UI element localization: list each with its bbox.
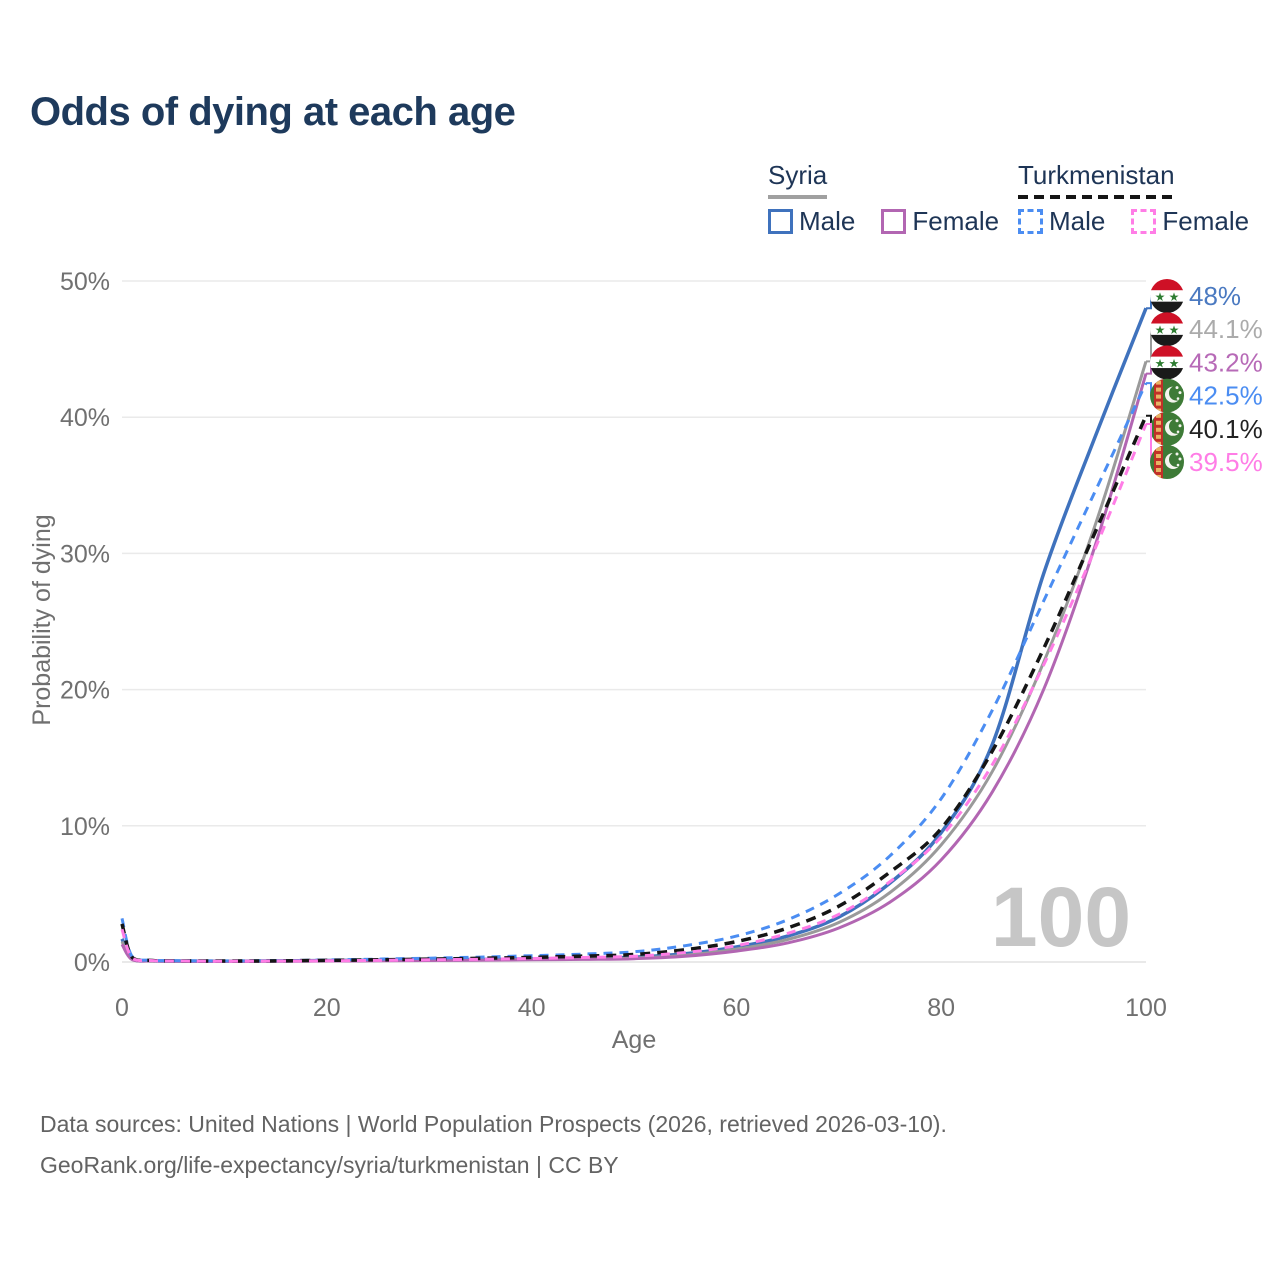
legend-country-syria: Syria <box>768 160 828 199</box>
turkmenistan-flag-icon <box>1150 411 1184 446</box>
age-counter-watermark: 100 <box>991 870 1131 964</box>
legend-label: Female <box>1162 206 1250 236</box>
footer: Data sources: United Nations | World Pop… <box>40 1104 947 1186</box>
y-tick-label: 50% <box>60 268 110 296</box>
legend-label: Male <box>1049 206 1106 236</box>
legend-country-turkmenistan: Turkmenistan <box>1018 160 1175 199</box>
legend-label: Female <box>912 206 1000 236</box>
end-value-label: 48% <box>1189 281 1241 311</box>
series-line-turkmenistan-female <box>120 423 1148 963</box>
turkmenistan-male-swatch-icon <box>1018 209 1043 234</box>
y-tick-label: 20% <box>60 677 110 705</box>
footer-attribution-link: GeoRank.org/life-expectancy/syria/turkme… <box>40 1152 619 1178</box>
end-value-label: 40.1% <box>1189 414 1263 444</box>
y-tick-label: 40% <box>60 404 110 432</box>
y-tick-label: 30% <box>60 540 110 568</box>
end-value-label: 44.1% <box>1189 314 1263 344</box>
x-tick-label: 20 <box>313 994 341 1022</box>
syria-female-swatch-icon <box>881 209 907 234</box>
legend-turkmenistan-line-key <box>1018 195 1175 199</box>
x-tick-label: 40 <box>518 994 546 1022</box>
turkmenistan-flag-icon <box>1150 378 1184 413</box>
syria-flag-icon: ★ ★ <box>1150 279 1184 313</box>
page-title: Odds of dying at each age <box>30 90 516 134</box>
x-axis-title: Age <box>612 1026 656 1054</box>
turkmenistan-female-swatch-icon <box>1131 209 1157 234</box>
turkmenistan-flag-icon <box>1150 445 1184 479</box>
y-axis-title: Probability of dying <box>28 514 56 725</box>
x-tick-label: 60 <box>722 994 750 1022</box>
svg-text:★ ★: ★ ★ <box>1155 290 1180 304</box>
svg-text:★ ★: ★ ★ <box>1155 323 1180 337</box>
series-line-syria-male <box>120 307 1148 963</box>
footer-data-sources: Data sources: United Nations | World Pop… <box>40 1111 947 1137</box>
legend-country-syria-label: Syria <box>768 160 828 190</box>
legend-item-turkmenistan-female[interactable]: Female <box>1131 206 1249 237</box>
legend-group-syria: Syria Male Female <box>768 160 999 237</box>
x-tick-label: 0 <box>115 994 129 1022</box>
legend-group-turkmenistan: Turkmenistan Male Female <box>1018 160 1249 237</box>
legend-item-syria-male[interactable]: Male <box>768 206 855 237</box>
end-value-label: 39.5% <box>1189 447 1263 477</box>
legend-item-syria-female[interactable]: Female <box>881 206 999 237</box>
series-line-turkmenistan-both-sexes <box>120 415 1148 963</box>
svg-text:★ ★: ★ ★ <box>1155 356 1180 370</box>
syria-flag-icon: ★ ★ <box>1150 345 1184 380</box>
legend-item-turkmenistan-male[interactable]: Male <box>1018 206 1105 237</box>
legend-syria-line-key <box>768 195 828 199</box>
legend-country-turkmenistan-label: Turkmenistan <box>1018 160 1175 190</box>
x-tick-label: 80 <box>927 994 955 1022</box>
legend-label: Male <box>799 206 856 236</box>
syria-flag-icon: ★ ★ <box>1150 312 1184 347</box>
end-value-label: 42.5% <box>1189 381 1263 411</box>
y-tick-label: 0% <box>74 949 110 977</box>
syria-male-swatch-icon <box>768 209 793 234</box>
end-value-label: 43.2% <box>1189 347 1263 377</box>
y-tick-label: 10% <box>60 813 110 841</box>
x-tick-label: 100 <box>1125 994 1167 1022</box>
